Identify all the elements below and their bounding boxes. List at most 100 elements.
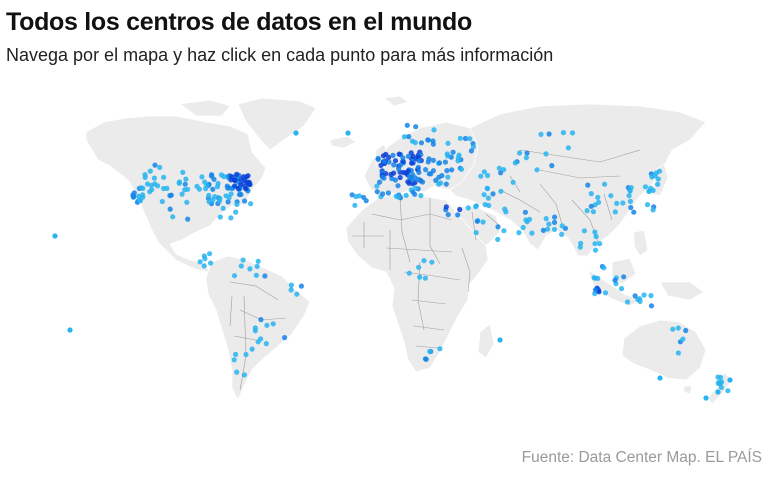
datacenter-point[interactable] [445, 212, 451, 218]
datacenter-point[interactable] [560, 130, 567, 136]
datacenter-point[interactable] [443, 181, 449, 187]
datacenter-point[interactable] [240, 257, 246, 263]
datacenter-point[interactable] [683, 327, 689, 334]
datacenter-point[interactable] [229, 174, 235, 180]
datacenter-point[interactable] [486, 202, 492, 209]
datacenter-point[interactable] [637, 296, 643, 302]
datacenter-point[interactable] [538, 131, 544, 137]
datacenter-point[interactable] [234, 171, 240, 177]
datacenter-point[interactable] [258, 317, 264, 323]
datacenter-point[interactable] [648, 185, 654, 191]
datacenter-point[interactable] [457, 206, 463, 213]
datacenter-point[interactable] [545, 226, 551, 232]
datacenter-point[interactable] [429, 259, 435, 265]
datacenter-point[interactable] [520, 224, 526, 231]
datacenter-point[interactable] [588, 191, 594, 197]
datacenter-point[interactable] [501, 228, 507, 234]
datacenter-point[interactable] [242, 198, 248, 204]
datacenter-point[interactable] [180, 169, 186, 175]
datacenter-point[interactable] [381, 158, 387, 165]
datacenter-point[interactable] [210, 186, 216, 192]
datacenter-point[interactable] [655, 181, 661, 187]
datacenter-point[interactable] [392, 158, 399, 164]
datacenter-point[interactable] [217, 214, 223, 220]
datacenter-point[interactable] [234, 201, 240, 207]
datacenter-point[interactable] [149, 187, 155, 193]
datacenter-point[interactable] [183, 176, 189, 182]
datacenter-point[interactable] [136, 197, 142, 203]
datacenter-point[interactable] [375, 156, 381, 162]
datacenter-point[interactable] [403, 192, 409, 198]
datacenter-point[interactable] [716, 379, 722, 385]
datacenter-point[interactable] [167, 206, 173, 212]
datacenter-point[interactable] [648, 293, 654, 299]
datacenter-point[interactable] [592, 229, 598, 235]
datacenter-point[interactable] [498, 170, 504, 176]
datacenter-point[interactable] [523, 217, 529, 223]
datacenter-point[interactable] [416, 176, 422, 182]
datacenter-point[interactable] [503, 209, 509, 215]
datacenter-point[interactable] [524, 150, 530, 156]
datacenter-point[interactable] [450, 149, 456, 155]
datacenter-point[interactable] [391, 162, 397, 168]
datacenter-point[interactable] [416, 264, 422, 270]
datacenter-point[interactable] [442, 159, 448, 165]
datacenter-point[interactable] [485, 172, 491, 179]
datacenter-point[interactable] [148, 182, 154, 188]
datacenter-point[interactable] [612, 209, 618, 215]
datacenter-point[interactable] [405, 153, 411, 159]
datacenter-point[interactable] [430, 168, 436, 174]
datacenter-point[interactable] [152, 162, 158, 168]
datacenter-point[interactable] [254, 263, 260, 269]
datacenter-point[interactable] [675, 325, 681, 331]
datacenter-point[interactable] [641, 292, 647, 298]
datacenter-point[interactable] [185, 216, 191, 222]
datacenter-point[interactable] [182, 187, 188, 193]
datacenter-point[interactable] [417, 274, 423, 280]
datacenter-point[interactable] [426, 171, 432, 177]
datacenter-point[interactable] [549, 163, 555, 169]
datacenter-point[interactable] [262, 273, 268, 279]
datacenter-point[interactable] [670, 326, 676, 332]
datacenter-point[interactable] [395, 183, 401, 189]
datacenter-point[interactable] [202, 256, 208, 262]
datacenter-point[interactable] [136, 193, 142, 199]
datacenter-point[interactable] [495, 236, 501, 242]
datacenter-point[interactable] [400, 169, 407, 176]
datacenter-point[interactable] [418, 140, 425, 146]
datacenter-point[interactable] [225, 199, 231, 205]
datacenter-point[interactable] [194, 183, 200, 189]
datacenter-point[interactable] [517, 150, 523, 156]
datacenter-point[interactable] [52, 233, 58, 239]
datacenter-point[interactable] [591, 275, 597, 281]
datacenter-point[interactable] [374, 183, 380, 189]
datacenter-point[interactable] [496, 165, 502, 171]
datacenter-point[interactable] [377, 179, 383, 185]
datacenter-point[interactable] [618, 286, 625, 292]
datacenter-point[interactable] [462, 135, 469, 142]
datacenter-point[interactable] [529, 230, 535, 236]
datacenter-point[interactable] [680, 336, 686, 342]
datacenter-point[interactable] [423, 167, 429, 173]
datacenter-point[interactable] [249, 346, 255, 352]
datacenter-point[interactable] [415, 164, 421, 170]
datacenter-point[interactable] [396, 166, 402, 172]
datacenter-point[interactable] [241, 372, 247, 378]
datacenter-point[interactable] [234, 369, 240, 375]
datacenter-point[interactable] [253, 272, 259, 278]
datacenter-point[interactable] [409, 160, 415, 166]
datacenter-point[interactable] [551, 219, 558, 225]
datacenter-point[interactable] [207, 251, 213, 257]
datacenter-point[interactable] [642, 184, 649, 190]
datacenter-point[interactable] [157, 164, 163, 170]
datacenter-point[interactable] [455, 158, 461, 164]
datacenter-point[interactable] [233, 351, 239, 357]
datacenter-point[interactable] [444, 168, 450, 174]
datacenter-point[interactable] [546, 221, 552, 227]
datacenter-point[interactable] [445, 140, 451, 146]
datacenter-point[interactable] [390, 152, 396, 158]
datacenter-point[interactable] [67, 327, 73, 333]
datacenter-point[interactable] [298, 283, 304, 289]
datacenter-point[interactable] [363, 198, 369, 204]
datacenter-point[interactable] [392, 177, 398, 183]
